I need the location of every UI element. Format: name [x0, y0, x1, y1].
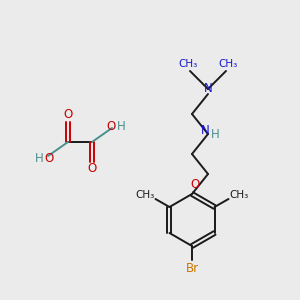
Text: CH₃: CH₃	[178, 59, 198, 69]
Text: O: O	[106, 119, 116, 133]
Text: N: N	[201, 124, 209, 136]
Text: Br: Br	[185, 262, 199, 275]
Text: O: O	[87, 163, 97, 176]
Text: CH₃: CH₃	[218, 59, 238, 69]
Text: H: H	[211, 128, 219, 140]
Text: H: H	[34, 152, 43, 164]
Text: O: O	[190, 178, 200, 190]
Text: O: O	[44, 152, 54, 164]
Text: N: N	[204, 82, 212, 95]
Text: H: H	[117, 119, 125, 133]
Text: O: O	[63, 109, 73, 122]
Text: CH₃: CH₃	[136, 190, 155, 200]
Text: CH₃: CH₃	[229, 190, 248, 200]
